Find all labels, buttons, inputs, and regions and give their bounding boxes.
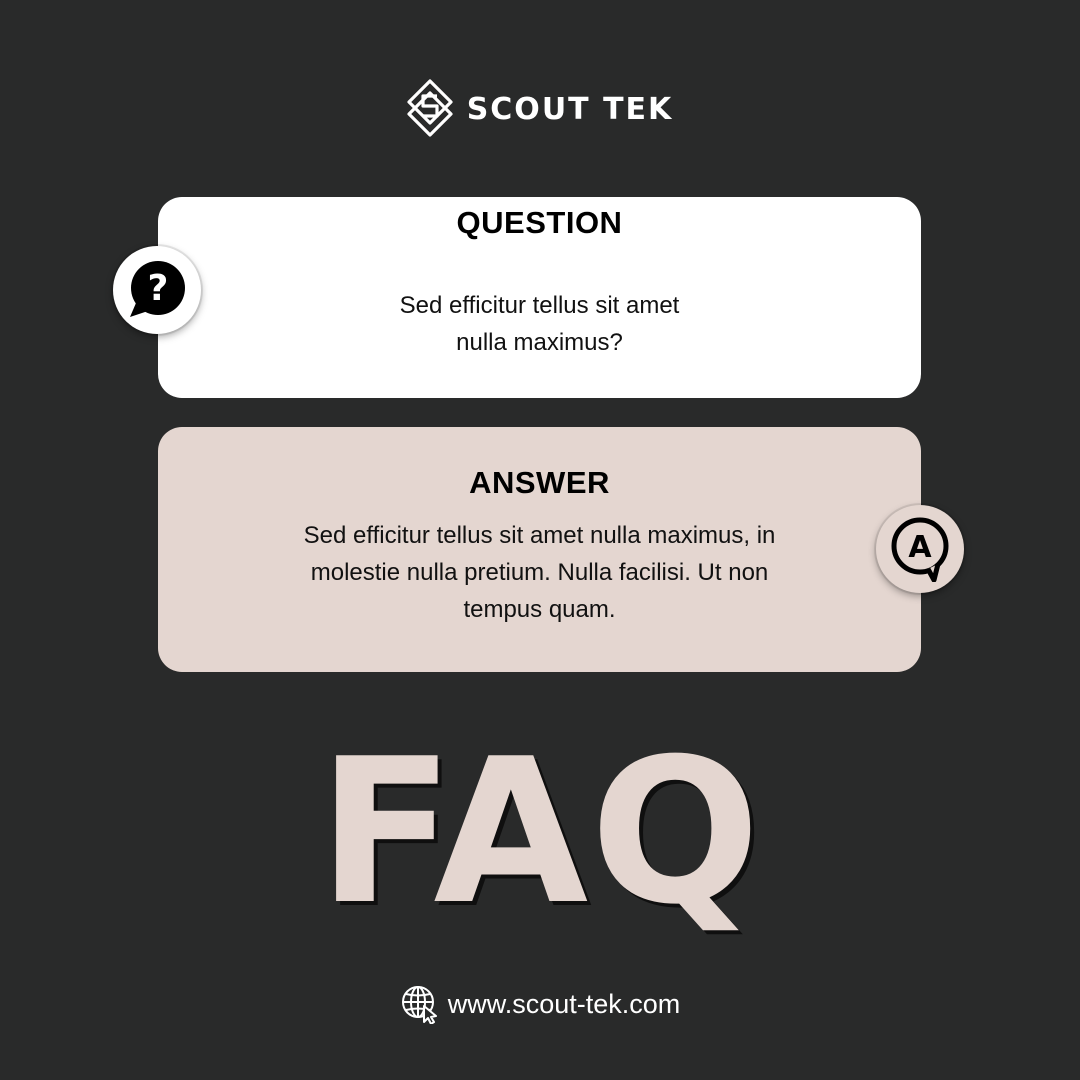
answer-badge: A (876, 505, 964, 593)
answer-title: ANSWER (469, 465, 610, 500)
answer-icon-letter: A (908, 530, 932, 565)
footer: www.scout-tek.com (0, 982, 1080, 1026)
faq-headline: FAQ (317, 716, 763, 949)
brand-logo-icon (407, 79, 453, 137)
answer-text: Sed efficitur tellus sit amet nulla maxi… (303, 522, 776, 623)
question-badge: ? (113, 246, 201, 334)
question-card: QUESTION Sed efficitur tellus sit amet n… (158, 197, 921, 398)
svg-text:?: ? (148, 268, 169, 309)
question-bubble-icon: ? (130, 261, 185, 317)
brand-header: SCOUT TEK (0, 78, 1080, 138)
globe-cursor-icon (401, 986, 437, 1024)
question-title: QUESTION (456, 205, 623, 240)
brand-name: SCOUT TEK (466, 91, 674, 127)
question-text: Sed efficitur tellus sit amet nulla maxi… (399, 292, 680, 356)
answer-bubble-icon: A (891, 517, 949, 582)
answer-card: ANSWER Sed efficitur tellus sit amet nul… (158, 427, 921, 672)
website-link[interactable]: www.scout-tek.com (447, 988, 681, 1019)
